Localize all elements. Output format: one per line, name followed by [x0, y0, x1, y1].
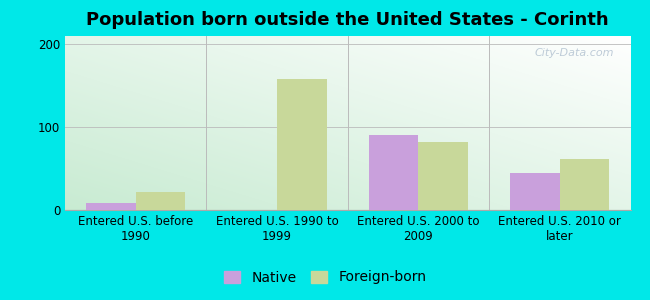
Bar — [560, 159, 609, 210]
Bar — [419, 142, 468, 210]
Bar — [136, 192, 185, 210]
Bar — [86, 203, 136, 210]
Bar — [277, 79, 326, 210]
Title: Population born outside the United States - Corinth: Population born outside the United State… — [86, 11, 609, 29]
Bar — [510, 173, 560, 210]
Bar — [369, 135, 419, 210]
Legend: Native, Foreign-born: Native, Foreign-born — [218, 265, 432, 290]
Text: City-Data.com: City-Data.com — [534, 48, 614, 58]
